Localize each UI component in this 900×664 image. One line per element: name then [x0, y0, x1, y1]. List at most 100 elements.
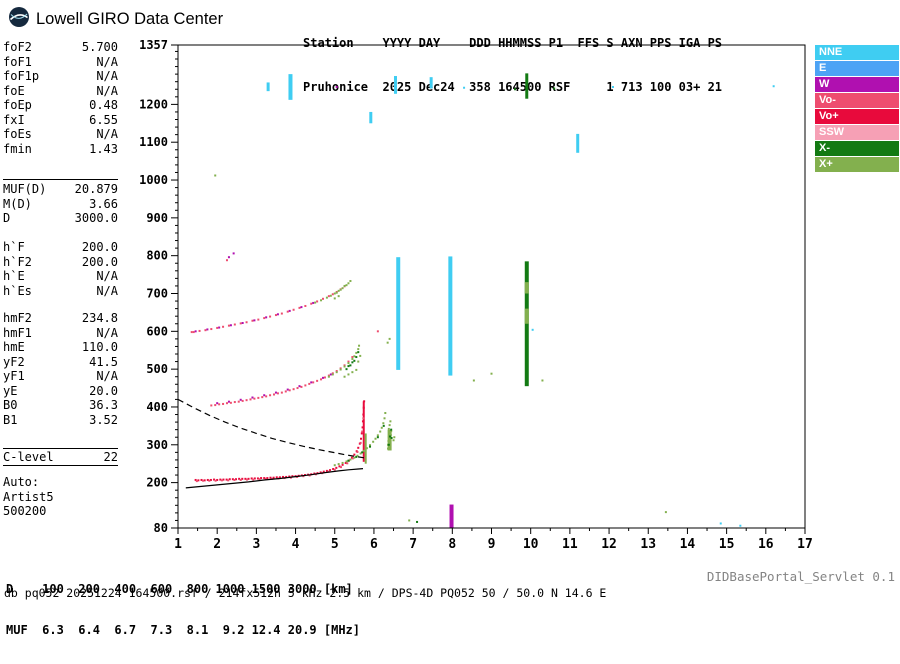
param-row-yF1: yF1 N/A — [3, 369, 118, 384]
param-name: foF2 — [3, 40, 32, 54]
param-name: hmF2 — [3, 311, 32, 326]
param-name: fxI — [3, 112, 25, 127]
svg-text:900: 900 — [146, 211, 168, 225]
echo-traces — [190, 85, 775, 527]
svg-text:7: 7 — [409, 537, 417, 552]
svg-text:6: 6 — [370, 537, 378, 552]
svg-text:5: 5 — [331, 537, 339, 552]
param-name: foF1 — [3, 54, 32, 69]
ionogram-plot: 1 2 3 4 5 6 7 8 9 10 11 12 13 14 15 16 17135712001100100… — [139, 38, 813, 552]
param-name: yF1 — [3, 369, 25, 384]
legend-item-NNE: NNE — [815, 45, 899, 60]
param-row-foF1: foF1 N/A — [3, 55, 118, 70]
legend-item-Vo-: Vo- — [815, 93, 899, 108]
param-row-hmE: hmE 110.0 — [3, 340, 118, 355]
param-value: 0.48 — [89, 98, 118, 113]
svg-text:2: 2 — [213, 537, 221, 552]
param-row-h`E: h`E N/A — [3, 269, 118, 284]
svg-text:800: 800 — [146, 249, 168, 263]
svg-text:1100: 1100 — [139, 135, 168, 149]
trace-hop2-X-minus — [345, 351, 360, 371]
param-row-hmF2: hmF2 234.8 — [3, 311, 118, 326]
svg-text:3: 3 — [252, 537, 260, 552]
svg-text:1200: 1200 — [139, 97, 168, 111]
plot-axes: 1 2 3 4 5 6 7 8 9 10 11 12 13 14 15 16 17135712001100100… — [139, 38, 813, 552]
legend-item-W: W — [815, 77, 899, 92]
trace-F-trace-X-minus — [347, 424, 393, 462]
trace-noise-pink — [190, 259, 379, 334]
line-true-height-profile — [185, 468, 364, 489]
param-value: 234.8 — [81, 311, 118, 326]
param-row-hmF1: hmF1 N/A — [3, 326, 118, 341]
svg-text:15: 15 — [719, 537, 735, 552]
param-name: foF1p — [3, 69, 40, 84]
param-group-4: C-level 22 — [3, 447, 118, 467]
legend-item-X+: X+ — [815, 157, 899, 172]
param-row-Artist5: Artist5 — [3, 490, 118, 505]
param-name: hmF1 — [3, 325, 32, 340]
overlay-lines — [177, 398, 366, 489]
param-row-C-level: C-level 22 — [3, 450, 118, 465]
muf-table-d-row: D 100 200 400 600 800 1000 1500 3000 [km… — [6, 582, 353, 596]
svg-text:300: 300 — [146, 438, 168, 452]
trace-noise-cyan — [463, 85, 775, 527]
svg-text:11: 11 — [562, 537, 578, 552]
param-value: N/A — [96, 269, 118, 284]
param-name: h`F2 — [3, 254, 32, 269]
param-row-M(D): M(D) 3.66 — [3, 197, 118, 212]
legend-item-Vo+: Vo+ — [815, 109, 899, 124]
didbase-page: Lowell GIRO Data Center Station YYYY DAY… — [3, 6, 899, 636]
svg-text:10: 10 — [523, 537, 539, 552]
param-row-h`F: h`F 200.0 — [3, 240, 118, 255]
svg-text:12: 12 — [601, 537, 617, 552]
trace-hop2-O — [210, 356, 354, 407]
param-row-B0: B0 36.3 — [3, 398, 118, 413]
svg-text:4: 4 — [292, 537, 300, 552]
param-name: M(D) — [3, 196, 32, 211]
svg-text:80: 80 — [154, 521, 168, 535]
param-row-foEs: foEs N/A — [3, 127, 118, 142]
param-value: N/A — [96, 369, 118, 384]
param-value: N/A — [96, 69, 118, 84]
param-row-fxI: fxI 6.55 — [3, 113, 118, 128]
status-bar: db pq052 20251224 164500.rsf / 214fx512h… — [4, 586, 607, 600]
param-name: D — [3, 211, 11, 226]
param-value: 41.5 — [89, 354, 118, 369]
param-name: foEp — [3, 98, 32, 113]
param-name: fmin — [3, 141, 32, 156]
param-value: 20.879 — [74, 182, 118, 197]
param-row-foF2: foF2 5.700 — [3, 40, 118, 55]
param-name: h`Es — [3, 283, 32, 298]
param-row-B1: B1 3.52 — [3, 413, 118, 428]
param-name: yE — [3, 383, 18, 398]
muf-table: D 100 200 400 600 800 1000 1500 3000 [km… — [6, 556, 360, 664]
trace-noise-dark-green — [416, 87, 556, 523]
param-value: 3.66 — [89, 196, 118, 211]
param-value: 36.3 — [89, 398, 118, 413]
trace-F-trace-X — [333, 412, 396, 467]
param-name: yF2 — [3, 354, 25, 369]
svg-text:13: 13 — [640, 537, 656, 552]
param-value: N/A — [96, 54, 118, 69]
param-group-5: Auto: Artist5 500200 — [3, 475, 118, 519]
servlet-version: DIDBasePortal_Servlet 0.1 — [706, 569, 895, 584]
giro-logo-icon — [8, 6, 30, 32]
param-value: 20.0 — [89, 383, 118, 398]
svg-text:500: 500 — [146, 362, 168, 376]
svg-text:1357: 1357 — [139, 38, 168, 52]
trace-noise-green — [214, 174, 667, 522]
param-value: 3.52 — [89, 413, 118, 428]
svg-text:16: 16 — [758, 537, 774, 552]
param-value: 22 — [103, 449, 118, 464]
param-row-yF2: yF2 41.5 — [3, 355, 118, 370]
svg-text:17: 17 — [797, 537, 813, 552]
param-row-h`Es: h`Es N/A — [3, 284, 118, 299]
rfi-bars — [266, 73, 580, 528]
param-group-0: foF2 5.700 foF1 N/A foF1p N/A foE N/A foEp 0.48 fx… — [3, 40, 118, 156]
param-name: hmE — [3, 340, 25, 355]
param-name: h`F — [3, 240, 25, 255]
param-value: N/A — [96, 83, 118, 98]
svg-text:1: 1 — [174, 537, 182, 552]
param-name: h`E — [3, 269, 25, 284]
station-header-line1: Station YYYY DAY DDD HHMMSS P1 FFS S AXN… — [303, 36, 723, 50]
